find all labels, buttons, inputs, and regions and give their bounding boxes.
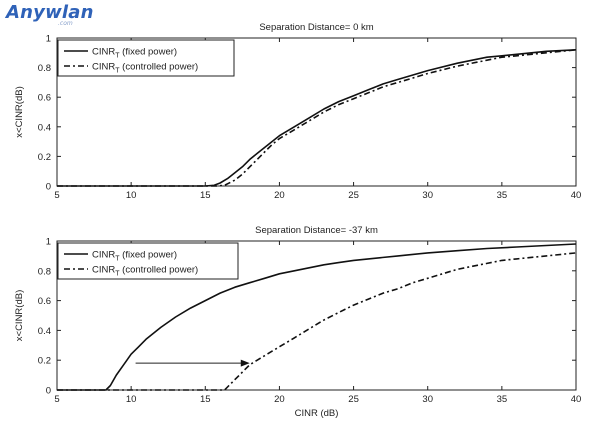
x-tick-label: 40: [571, 394, 582, 405]
x-tick-label: 35: [497, 190, 508, 201]
y-tick-label: 0: [46, 182, 51, 193]
y-tick-label: 0: [46, 386, 51, 397]
watermark-logo-sub: .com: [58, 20, 73, 27]
y-tick-label: 0.2: [38, 152, 51, 163]
x-tick-label: 15: [200, 394, 211, 405]
legend-label: CINRT (fixed power): [92, 250, 177, 263]
plot-frame: [56, 240, 577, 391]
x-tick-label: 10: [126, 190, 137, 201]
y-tick-label: 1: [46, 237, 51, 248]
legend-box: [57, 39, 235, 77]
y-tick-label: 0.4: [38, 326, 51, 337]
x-tick-label: 15: [200, 190, 211, 201]
y-tick-label: 0.6: [38, 93, 51, 104]
x-tick-label: 30: [422, 190, 433, 201]
x-tick-label: 20: [274, 394, 285, 405]
series-line-controlled-power: [57, 252, 577, 391]
y-tick-label: 0.6: [38, 296, 51, 307]
chart-panel-top: Separation Distance= 0 km5 10 15 20 25 30 35 40…: [14, 22, 581, 201]
y-tick-label: 0.4: [38, 122, 51, 133]
x-tick-label: 30: [422, 394, 433, 405]
x-axis-label: CINR (dB): [295, 408, 339, 419]
legend-label: CINRT (controlled power): [92, 265, 198, 278]
x-tick-label: 20: [274, 190, 285, 201]
watermark-logo: Anywlan: [6, 2, 94, 23]
chart-panel-bottom: Separation Distance= -37 km5 10 15 20 25 30 35…: [14, 225, 581, 419]
x-tick-label: 25: [348, 190, 359, 201]
annotation-arrow-head: [240, 359, 250, 367]
y-axis-label: x<CINR(dB): [14, 290, 25, 341]
y-tick-label: 0.8: [38, 63, 51, 74]
x-tick-label: 5: [54, 394, 59, 405]
plot-frame: [56, 37, 577, 187]
y-tick-label: 1: [46, 34, 51, 45]
legend-box: [57, 242, 239, 280]
legend-label: CINRT (fixed power): [92, 47, 177, 60]
y-tick-label: 0.8: [38, 266, 51, 277]
x-tick-label: 25: [348, 394, 359, 405]
y-axis-label: x<CINR(dB): [14, 86, 25, 137]
series-line-fixed-power: [57, 243, 577, 391]
series-line-controlled-power: [57, 49, 577, 187]
legend-label: CINRT (controlled power): [92, 62, 198, 75]
series-line-fixed-power: [57, 49, 577, 187]
x-tick-label: 5: [54, 190, 59, 201]
chart-title: Separation Distance= 0 km: [259, 22, 373, 33]
x-tick-label: 35: [497, 394, 508, 405]
x-tick-label: 10: [126, 394, 137, 405]
y-tick-label: 0.2: [38, 356, 51, 367]
x-tick-label: 40: [571, 190, 582, 201]
chart-title: Separation Distance= -37 km: [255, 225, 378, 236]
